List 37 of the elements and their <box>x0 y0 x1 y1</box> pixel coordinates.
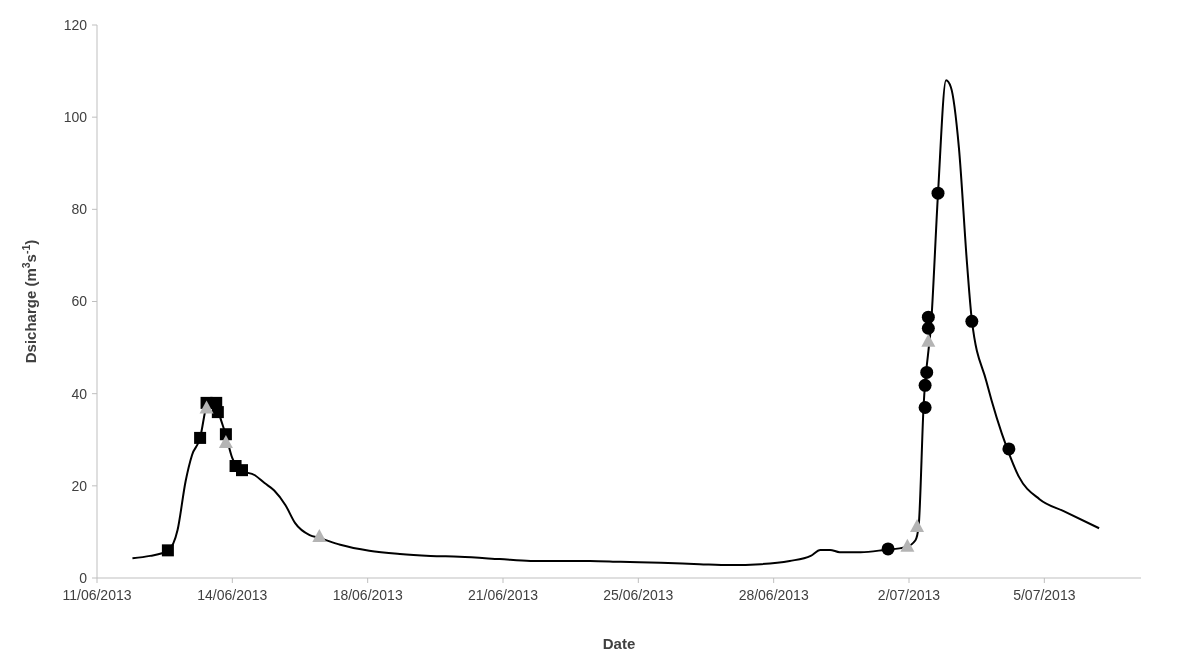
y-tick-label: 80 <box>71 201 88 218</box>
point <box>211 406 224 419</box>
point <box>218 435 233 449</box>
x-axis-title: Date <box>602 635 636 652</box>
x-tick-label: 14/06/2013 <box>197 587 268 603</box>
y-tick-label: 40 <box>71 385 88 402</box>
x-tick-label: 5/07/2013 <box>1013 587 1076 603</box>
y-tick-label: 120 <box>63 16 88 33</box>
point <box>910 518 925 532</box>
point <box>965 314 979 328</box>
y-tick-label: 0 <box>79 569 88 586</box>
point <box>931 186 945 200</box>
point <box>194 431 207 444</box>
point <box>312 529 327 543</box>
point <box>199 400 214 414</box>
point <box>920 365 934 379</box>
point <box>219 428 232 441</box>
point <box>236 464 248 477</box>
x-tick-label: 2/07/2013 <box>877 587 941 603</box>
y-tick-label: 60 <box>71 293 88 310</box>
point <box>881 542 895 556</box>
line-series <box>131 79 1101 567</box>
x-tick-label: 11/06/2013 <box>62 587 132 603</box>
point <box>900 538 915 552</box>
x-tick-label: 28/06/2013 <box>738 587 809 603</box>
point <box>921 321 935 335</box>
point <box>921 333 936 347</box>
point <box>918 400 932 414</box>
point <box>918 378 932 392</box>
x-tick-label: 25/06/2013 <box>603 587 674 603</box>
y-tick-label: 100 <box>63 109 88 126</box>
point <box>921 310 935 324</box>
x-tick-label: 21/06/2013 <box>467 587 539 603</box>
x-tick-label: 18/06/2013 <box>332 587 403 603</box>
y-tick-label: 20 <box>71 477 88 494</box>
point <box>161 544 174 557</box>
point <box>1002 442 1016 456</box>
